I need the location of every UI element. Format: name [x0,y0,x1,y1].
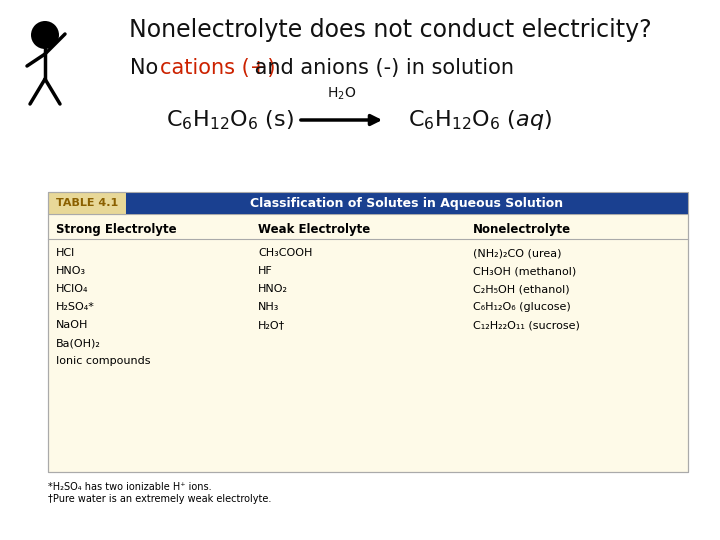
Text: Strong Electrolyte: Strong Electrolyte [56,224,176,237]
Text: Ionic compounds: Ionic compounds [56,356,150,366]
Text: †Pure water is an extremely weak electrolyte.: †Pure water is an extremely weak electro… [48,494,271,504]
Text: cations (+): cations (+) [160,58,276,78]
Text: C₂H₅OH (ethanol): C₂H₅OH (ethanol) [473,284,570,294]
Bar [48,214,688,472]
Text: $\mathrm{H_2O}$: $\mathrm{H_2O}$ [327,86,356,102]
Text: Ba(OH)₂: Ba(OH)₂ [56,338,101,348]
Circle shape [31,21,59,49]
Text: Classification of Solutes in Aqueous Solution: Classification of Solutes in Aqueous Sol… [251,197,564,210]
Text: $\mathrm{C_6H_{12}O_6}$ $\mathrm{(s)}$: $\mathrm{C_6H_{12}O_6}$ $\mathrm{(s)}$ [166,108,294,132]
Text: *H₂SO₄ has two ionizable H⁺ ions.: *H₂SO₄ has two ionizable H⁺ ions. [48,482,212,492]
Text: Weak Electrolyte: Weak Electrolyte [258,224,370,237]
Text: H₂O†: H₂O† [258,320,285,330]
Text: (NH₂)₂CO (urea): (NH₂)₂CO (urea) [473,248,562,258]
Text: C₁₂H₂₂O₁₁ (sucrose): C₁₂H₂₂O₁₁ (sucrose) [473,320,580,330]
Bar [48,192,126,214]
Bar [48,192,688,472]
Text: HNO₃: HNO₃ [56,266,86,276]
Text: $\mathrm{C_6H_{12}O_6}$ $\it{(aq)}$: $\mathrm{C_6H_{12}O_6}$ $\it{(aq)}$ [408,108,552,132]
Text: Nonelectrolyte does not conduct electricity?: Nonelectrolyte does not conduct electric… [129,18,652,42]
Text: TABLE 4.1: TABLE 4.1 [56,198,118,208]
Text: C₆H₁₂O₆ (glucose): C₆H₁₂O₆ (glucose) [473,302,571,312]
Text: HClO₄: HClO₄ [56,284,89,294]
Bar [126,192,688,214]
Text: HNO₂: HNO₂ [258,284,288,294]
Text: H₂SO₄*: H₂SO₄* [56,302,95,312]
Text: NaOH: NaOH [56,320,89,330]
Text: CH₃OH (methanol): CH₃OH (methanol) [473,266,576,276]
Text: No: No [130,58,165,78]
Text: and anions (-) in solution: and anions (-) in solution [248,58,514,78]
Text: HCl: HCl [56,248,76,258]
Text: NH₃: NH₃ [258,302,279,312]
Text: HF: HF [258,266,273,276]
Text: Nonelectrolyte: Nonelectrolyte [473,224,571,237]
Text: CH₃COOH: CH₃COOH [258,248,312,258]
